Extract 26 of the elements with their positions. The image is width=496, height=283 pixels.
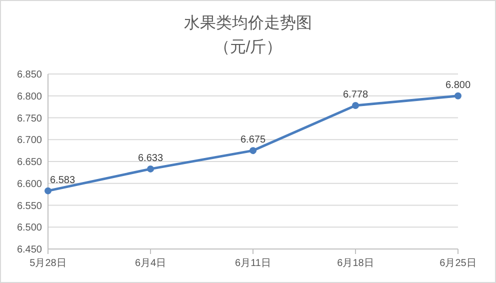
point (352, 102, 359, 109)
title: 水果类均价走势图 (184, 15, 312, 32)
x-tick-label: 6月11日 (235, 258, 271, 269)
y-tick-label: 6.600 (16, 178, 42, 190)
data-label: 6.800 (445, 80, 471, 91)
point (147, 165, 154, 172)
point (454, 92, 462, 100)
y-tick-label: 6.700 (16, 135, 42, 146)
data-label: 6.778 (342, 90, 368, 100)
y-tick-label: 6.500 (16, 222, 42, 234)
y-tick-label: 6.850 (16, 70, 42, 80)
data-label: 6.675 (240, 134, 266, 146)
y-tick-label: 6.750 (16, 113, 42, 124)
y-tick-label: 6.650 (16, 157, 42, 168)
x-tick-label: 5月28日 (30, 258, 66, 269)
data-label: 6.583 (50, 174, 76, 186)
data-label: 6.633 (138, 152, 164, 164)
y-tick-label: 6.550 (16, 200, 42, 212)
point (44, 187, 52, 194)
point (250, 147, 256, 154)
x-tick-label: 6月25日 (440, 258, 476, 269)
y-tick-label: 6.450 (16, 244, 42, 256)
subtitle: （元/斤） (214, 39, 282, 56)
x-tick-label: 6月4日 (134, 258, 166, 269)
y-tick-label: 6.800 (16, 91, 42, 102)
x-tick-label: 6月18日 (337, 258, 374, 269)
